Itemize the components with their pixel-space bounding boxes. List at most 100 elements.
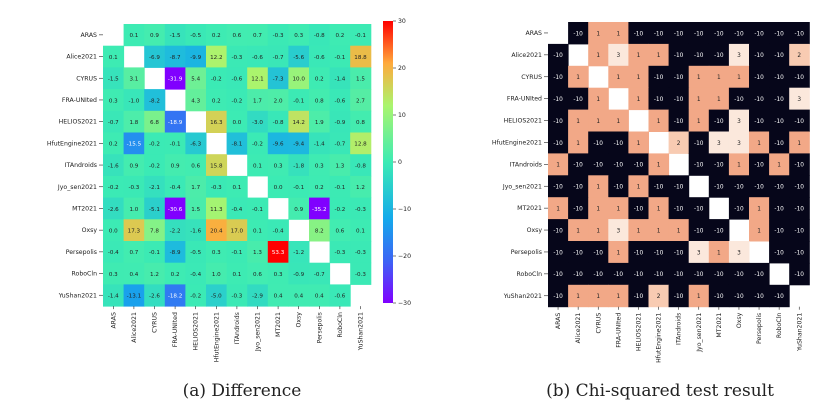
cell [267,284,289,307]
cell [350,110,372,133]
cell [548,87,569,111]
cell [789,175,810,198]
cell-label: 16.3 [210,120,223,126]
cell [648,175,670,198]
cell [288,45,310,68]
cell [708,131,730,154]
cell [123,110,145,133]
cell [123,67,145,90]
cell [309,89,331,112]
cell-label: -0.2 [149,163,160,169]
cell-label: -10 [674,119,684,125]
cell [708,43,730,67]
cell [628,22,649,45]
colorbar: 30 20 10 0 −10 −20 −30 [383,18,411,307]
cell [206,110,228,133]
cell-label: 1 [697,97,701,103]
cell [288,262,310,285]
cell-label: -0.8 [355,163,366,169]
cell-label: -10 [795,250,805,256]
cell [769,284,790,308]
cell-label: 0.8 [315,98,324,104]
x-tick-label: CYRUS [595,313,602,334]
cell-label: -10 [795,163,805,169]
cell [628,131,649,154]
cell [103,132,125,155]
cell-label: -1.8 [293,163,304,169]
cell [226,219,248,242]
cell [206,24,228,47]
cell [185,24,207,47]
cell-label: 10.0 [292,77,305,83]
cell-label: 17.3 [128,228,141,234]
cell-label: 0.7 [129,250,138,256]
cell [226,110,248,133]
cell-label: -10 [634,163,644,169]
cell [103,89,125,112]
cell-label: -0.3 [355,207,366,213]
cell-label: 0.3 [294,33,303,39]
cell [185,45,207,68]
cell [708,22,730,45]
cell [749,87,770,111]
cell-label: 53.3 [272,250,285,256]
cell-label: -10 [734,97,744,103]
cell [267,45,289,68]
cell [789,22,810,45]
cell [728,43,750,67]
cell-label: 3.1 [129,77,138,83]
cell-label: 0.2 [335,33,344,39]
cell-label: -10 [573,163,583,169]
cell-label: 0.9 [150,33,159,39]
cell [164,110,186,133]
cell-label: 1 [637,75,641,81]
cell-label: -0.1 [293,98,304,104]
cell-label: 1 [797,141,801,147]
cell-label: -8.9 [170,250,181,256]
cell [648,153,670,176]
cell-label: 1 [637,97,641,103]
y-tick-label: Persepolis [511,249,542,256]
cell-label: 0.4 [315,294,324,300]
cell [103,262,125,285]
cell [350,132,372,155]
cell-label: -0.6 [334,294,345,300]
cell [749,175,770,198]
cell-label: -0.1 [334,55,345,61]
cell [164,132,186,155]
cell [226,132,248,155]
cell [247,45,269,68]
cell-label: 2 [797,53,801,59]
cell [267,262,289,285]
cell [206,154,228,177]
y-tick-label: Jyo_sen2021 [502,183,542,190]
cell [608,219,629,242]
cell [728,131,750,154]
cell-label: -0.7 [108,120,119,126]
cell-label: -2.9 [252,294,263,300]
cell-label: -10 [674,97,684,103]
cell-label: -10 [714,31,724,37]
cell-label: -0.3 [355,250,366,256]
colorbar-tick-label: −10 [398,206,411,213]
cell [668,109,690,132]
cell-label: 1 [697,119,701,125]
cell [568,197,589,220]
cell [329,132,351,155]
cell [288,175,310,199]
cell-label: -0.1 [149,250,160,256]
cell-label: -5.1 [149,207,160,213]
cell-label: 1 [616,294,620,300]
cell-label: 0.0 [109,228,118,234]
cell [548,153,569,176]
cell-label: 12.2 [210,55,222,61]
cell-label: -3.0 [252,120,263,126]
cell [164,45,186,68]
cell-label: -10 [774,250,784,256]
cell-label: 3 [717,141,721,147]
cell [288,197,310,220]
cell [267,24,289,47]
cell [769,65,790,89]
cell-label: -10 [674,250,684,256]
cell [226,89,248,112]
